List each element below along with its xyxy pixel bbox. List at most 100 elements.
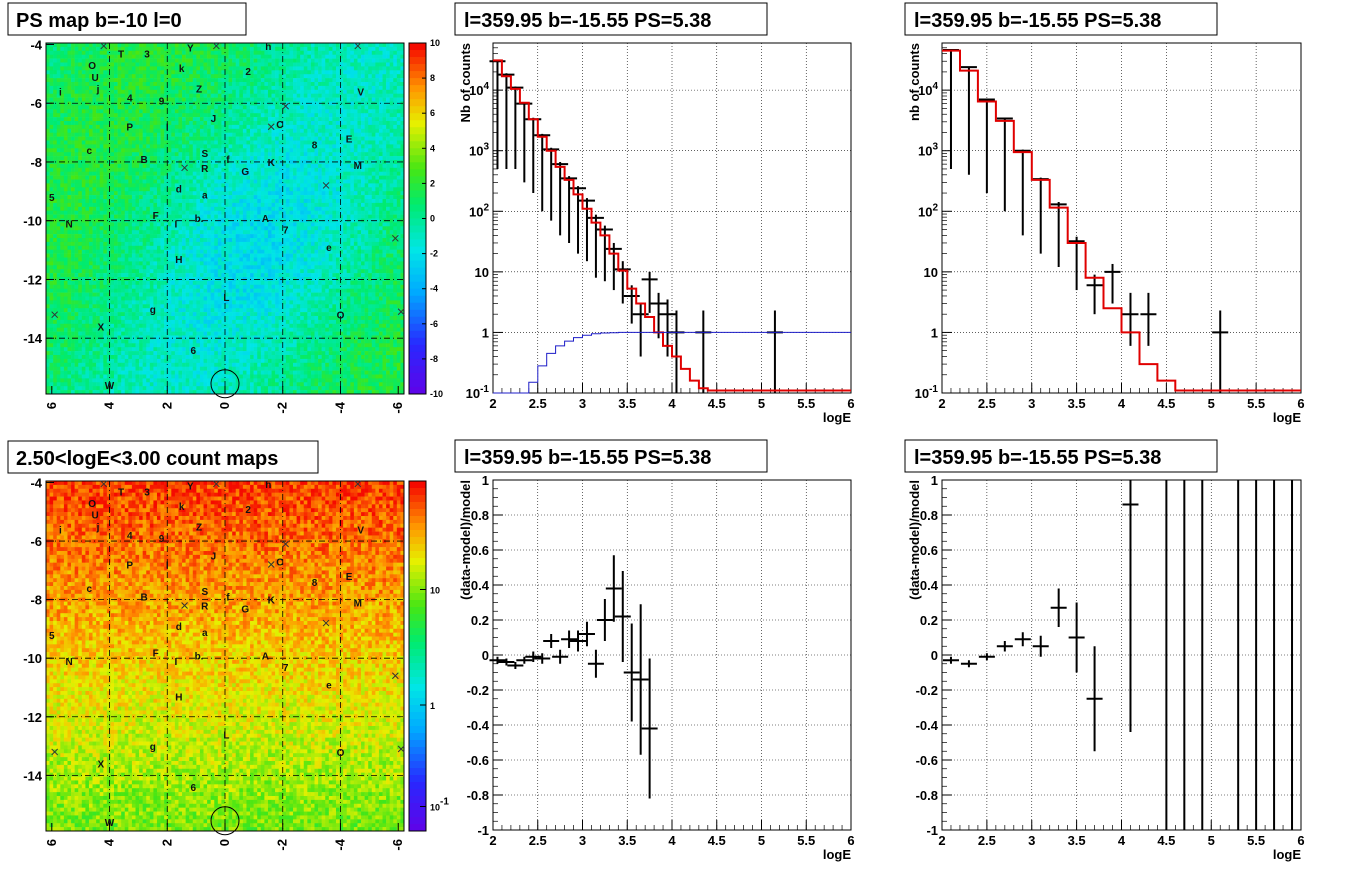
map-cell (343, 97, 348, 102)
map-cell (49, 70, 54, 75)
map-cell (368, 148, 373, 153)
map-cell (196, 70, 201, 75)
map-cell (153, 43, 158, 48)
map-cell (221, 140, 226, 145)
map-cell (250, 218, 254, 223)
map-cell (260, 160, 265, 165)
map-cell (318, 195, 322, 200)
map-cell (257, 187, 262, 192)
map-cell (246, 82, 251, 87)
map-cell (171, 93, 176, 98)
map-cell (106, 74, 111, 79)
map-cell (275, 105, 279, 110)
map-cell (328, 105, 333, 110)
map-cell (393, 175, 398, 180)
map-cell (275, 62, 279, 67)
map-cell (207, 54, 211, 59)
map-cell (174, 105, 179, 110)
map-cell (246, 89, 251, 94)
map-cell (160, 230, 165, 235)
map-cell (160, 191, 165, 196)
map-cell (361, 109, 365, 114)
map-cell (396, 191, 401, 196)
map-cell (339, 109, 344, 114)
map-cell (282, 89, 287, 94)
map-cell (74, 163, 79, 169)
map-cell (203, 187, 208, 192)
map-cell (332, 230, 337, 235)
map-cell (335, 199, 340, 204)
map-cell (178, 121, 183, 126)
map-cell (353, 89, 358, 94)
map-cell (124, 93, 129, 98)
map-cell (192, 187, 197, 192)
map-cell (85, 167, 90, 172)
map-cell (332, 89, 337, 94)
map-cell (289, 218, 294, 223)
map-cell (361, 113, 365, 118)
map-cell (207, 50, 211, 55)
map-cell (210, 195, 215, 200)
map-cell (214, 97, 219, 102)
map-cell (307, 222, 312, 227)
map-cell (264, 85, 269, 91)
map-cell (49, 156, 54, 161)
map-cell (303, 210, 308, 215)
map-cell (361, 144, 365, 149)
map-cell (203, 202, 208, 208)
map-cell (153, 89, 158, 94)
map-cell (307, 50, 312, 55)
map-cell (293, 113, 297, 118)
map-cell (335, 124, 340, 130)
map-cell (74, 202, 79, 208)
map-cell (178, 50, 183, 55)
map-cell (56, 206, 61, 211)
map-cell (400, 214, 405, 219)
map-cell (67, 222, 72, 227)
map-cell (128, 70, 133, 75)
map-cell (178, 214, 183, 219)
map-cell (321, 234, 326, 239)
map-cell (103, 195, 108, 200)
map-cell (242, 128, 247, 133)
map-cell (361, 46, 365, 52)
map-cell (353, 43, 358, 48)
map-cell (250, 89, 254, 94)
map-cell (361, 195, 365, 200)
map-cell (196, 234, 201, 239)
map-cell (156, 195, 161, 200)
map-cell (267, 113, 272, 118)
map-cell (221, 179, 226, 184)
map-cell (203, 74, 208, 79)
map-cell (296, 156, 301, 161)
title-residual-1: l=359.95 b=-15.55 PS=5.38 (454, 439, 768, 473)
map-cell (85, 195, 90, 200)
map-cell (124, 82, 129, 87)
map-cell (361, 206, 365, 211)
map-cell (310, 78, 315, 83)
map-cell (117, 43, 122, 48)
map-cell (335, 144, 340, 149)
map-cell (353, 206, 358, 211)
map-cell (361, 62, 365, 67)
map-cell (346, 121, 351, 126)
map-cell (146, 152, 151, 157)
map-cell (264, 171, 269, 176)
map-cell (253, 109, 258, 114)
map-cell (361, 121, 365, 126)
map-cell (293, 210, 297, 215)
map-cell (139, 210, 143, 215)
map-cell (314, 156, 319, 161)
map-cell (171, 109, 176, 114)
map-cell (114, 163, 118, 169)
map-cell (346, 152, 351, 157)
map-cell (239, 183, 244, 188)
map-cell (393, 210, 398, 215)
map-cell (142, 89, 147, 94)
map-cell (271, 199, 276, 204)
map-cell (271, 58, 276, 63)
map-cell (135, 179, 140, 184)
map-cell (63, 54, 68, 59)
map-cell (371, 191, 376, 196)
